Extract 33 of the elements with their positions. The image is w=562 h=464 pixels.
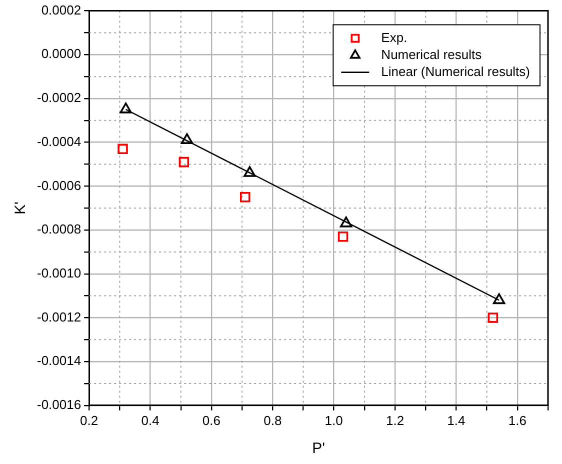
x-tick-label: 0.4 — [141, 412, 160, 428]
y-tick-label: -0.0008 — [36, 222, 82, 237]
y-tick-label: -0.0010 — [36, 265, 82, 280]
point — [338, 231, 348, 242]
x-tick-label: 1.6 — [508, 412, 526, 428]
legend-label: Numerical results — [381, 46, 482, 62]
x-tick-label: 1.4 — [447, 412, 466, 428]
y-tick-label: -0.0016 — [36, 396, 82, 412]
x-axis-title: P' — [312, 440, 326, 458]
point — [240, 192, 250, 202]
x-tick-label: 0.8 — [264, 412, 282, 428]
point — [492, 293, 506, 304]
point — [118, 144, 128, 154]
point — [488, 312, 498, 323]
y-tick-label: -0.0006 — [36, 178, 82, 193]
y-tick-label: -0.0014 — [36, 353, 82, 368]
x-tick-label: 1.0 — [324, 412, 343, 428]
y-tick-label: -0.0004 — [36, 134, 82, 149]
point — [178, 156, 190, 168]
point — [180, 133, 194, 144]
legend-label: Exp. — [381, 30, 408, 45]
legend-label: Linear (Numerical results) — [381, 64, 530, 79]
y-tick-label: 0.0000 — [41, 46, 82, 62]
point — [340, 216, 352, 228]
point — [120, 102, 132, 114]
point — [244, 166, 256, 177]
y-tick-label: -0.0002 — [36, 90, 82, 106]
x-tick-label: 1.2 — [386, 412, 404, 428]
y-axis-title: K' — [12, 202, 30, 215]
x-tick-label: 0.2 — [80, 412, 98, 428]
x-tick-label: 0.6 — [202, 412, 221, 428]
y-tick-label: 0.0002 — [41, 2, 82, 18]
y-tick-label: -0.0012 — [36, 309, 82, 324]
